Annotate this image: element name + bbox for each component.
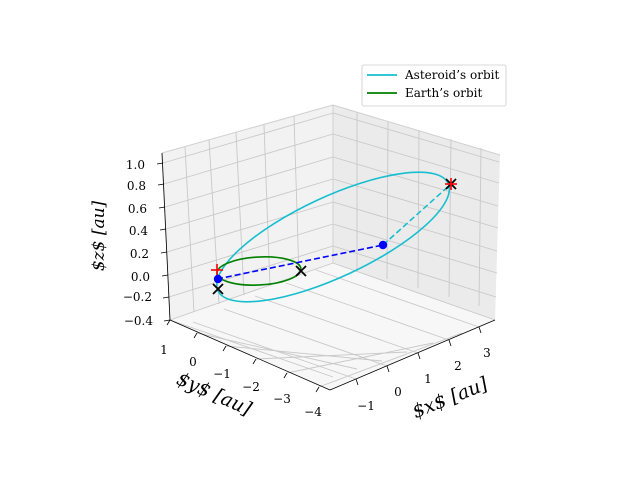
y-tick-label: −3 <box>273 392 291 406</box>
grid-line <box>166 201 334 253</box>
x-tick-label: −1 <box>357 399 375 413</box>
pane-floor <box>170 263 495 390</box>
grid-line <box>332 178 499 229</box>
marker-dot-earth <box>213 274 223 284</box>
grid-line <box>235 131 245 296</box>
y-tick-mark <box>283 372 288 379</box>
y-tick-label: −4 <box>304 405 322 419</box>
grid-line <box>163 133 334 185</box>
z-tick-label: −0.4 <box>124 314 154 328</box>
y-tick-label: 0 <box>189 355 197 369</box>
grid-line <box>332 262 496 321</box>
marker-x-earth-crossing <box>295 265 307 277</box>
z-tick-mark <box>158 206 166 209</box>
grid-line <box>223 308 388 367</box>
grid-line <box>184 146 195 313</box>
z-tick-labels: 1.0 0.8 0.6 0.4 0.2 0.0 −0.2 −0.4 <box>123 158 154 328</box>
grid-line <box>167 223 334 276</box>
grid-line <box>315 269 480 328</box>
z-tick-mark <box>156 162 164 165</box>
y-tick-mark <box>222 345 227 352</box>
x-tick-mark <box>355 378 359 386</box>
grid-line <box>254 295 419 354</box>
grid-line <box>285 282 450 341</box>
y-tick-label: 1 <box>160 343 168 357</box>
z-tick-mark <box>159 228 167 231</box>
pane-edges <box>161 104 501 263</box>
grid-line <box>332 133 500 184</box>
x-tick-mark <box>417 352 421 360</box>
x-tick-label: 2 <box>454 359 462 373</box>
marker-x-earth-start <box>212 283 224 295</box>
grid-line <box>169 262 334 321</box>
z-tick-label: 1.0 <box>126 158 145 172</box>
z-tick-label: −0.2 <box>123 290 152 304</box>
x-axis-label: $x$ [au] <box>409 373 491 423</box>
marker-plus-earth <box>211 264 223 276</box>
x-tick-labels: −1 0 1 2 3 <box>357 346 491 413</box>
grid-line <box>168 245 334 298</box>
z-axis-label: $z$ [au] <box>89 200 109 271</box>
y-axis-line <box>169 319 331 391</box>
legend-box <box>361 64 507 107</box>
z-axis-line <box>161 152 171 321</box>
grid-line <box>332 201 498 252</box>
grid-line <box>478 147 482 307</box>
z-tick-label: 0.0 <box>131 270 150 284</box>
line-asteroid-to-aphelion <box>382 183 452 246</box>
grid-line <box>332 156 499 207</box>
y-tick-mark <box>252 358 257 365</box>
x-tick-mark <box>448 339 452 347</box>
x-tick-label: 1 <box>424 372 432 386</box>
z-tick-label: 0.2 <box>130 247 149 261</box>
x-tick-mark <box>386 365 390 373</box>
grid-line <box>332 245 497 298</box>
tick-marks <box>156 162 482 393</box>
z-tick-mark <box>157 183 165 186</box>
y-tick-mark <box>315 386 320 393</box>
pane-right <box>333 105 500 320</box>
grid-line <box>417 129 420 289</box>
pane-left <box>162 105 333 320</box>
grid-line <box>165 178 334 230</box>
x-tick-label: 3 <box>483 346 491 360</box>
x-tick-label: 0 <box>394 385 402 399</box>
z-tick-label: 0.4 <box>129 224 148 238</box>
grid-line <box>263 124 271 287</box>
line-earth-to-asteroid <box>216 244 384 280</box>
grid-line <box>293 115 300 277</box>
grid-line <box>162 112 334 164</box>
grid-line <box>286 342 434 374</box>
grid-line <box>448 138 452 298</box>
legend-label-earth: Earth’s orbit <box>405 86 482 100</box>
legend: Asteroid’s orbit Earth’s orbit <box>361 64 507 107</box>
z-tick-label: 0.8 <box>127 179 146 193</box>
grid-line <box>164 156 334 208</box>
y-tick-label: −2 <box>242 380 260 394</box>
z-tick-label: 0.6 <box>128 202 147 216</box>
marker-plus-aphelion <box>445 178 457 190</box>
grid-line <box>332 112 500 163</box>
y-tick-label: −1 <box>213 367 231 381</box>
marker-dot-asteroid <box>378 240 388 250</box>
z-tick-mark <box>162 296 170 299</box>
x-tick-mark <box>478 326 482 334</box>
y-tick-labels: 1 0 −1 −2 −3 −4 <box>160 343 322 419</box>
grid-line <box>332 223 498 274</box>
z-tick-mark <box>160 251 168 254</box>
x-axis-line <box>329 319 496 391</box>
z-tick-mark <box>163 319 171 322</box>
z-tick-mark <box>161 274 169 277</box>
grid-line <box>192 321 357 380</box>
y-tick-mark <box>193 332 198 339</box>
grid-line <box>318 332 463 388</box>
y-tick-mark <box>166 319 171 326</box>
legend-label-asteroid: Asteroid’s orbit <box>404 68 499 82</box>
